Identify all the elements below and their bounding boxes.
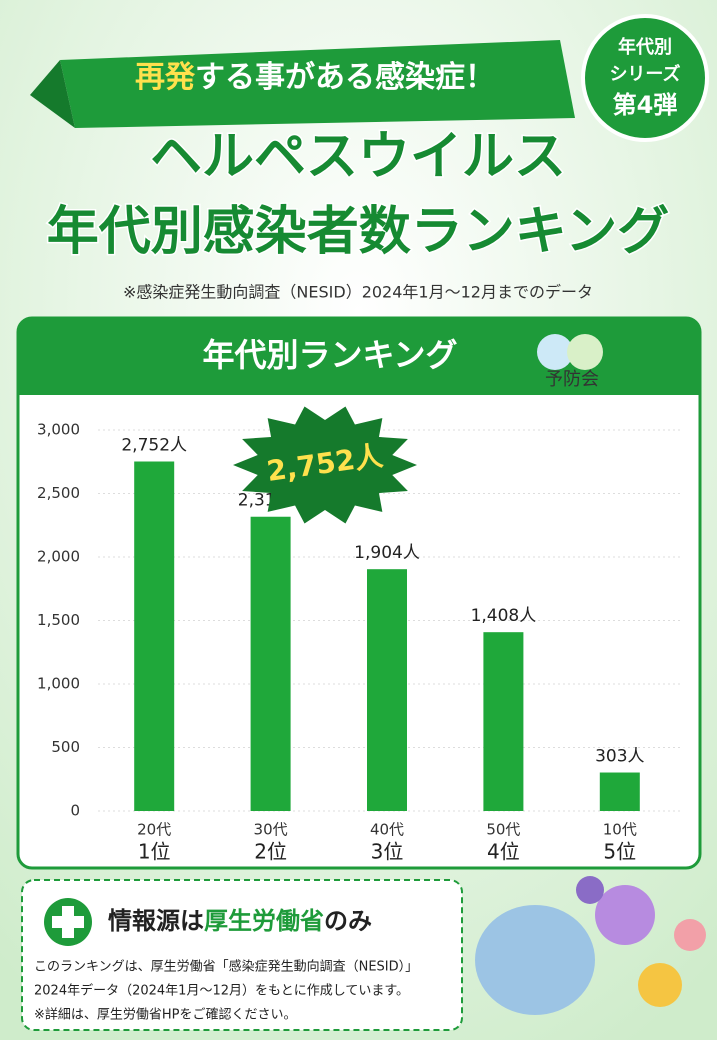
badge xyxy=(581,14,709,142)
logo-mark xyxy=(567,334,603,370)
value-label: 2,752人 xyxy=(121,435,187,455)
x-tick-label: 30代 xyxy=(254,821,288,839)
logo-mark xyxy=(537,334,573,370)
bar xyxy=(483,632,524,811)
bar xyxy=(599,772,640,811)
y-tick-label: 3,000 xyxy=(37,421,80,439)
chart-panel xyxy=(16,316,702,870)
y-tick-label: 2,500 xyxy=(37,484,80,502)
rank-label: 3位 xyxy=(371,840,404,864)
main-title: ヘルペスウイルス xyxy=(150,127,566,187)
badge-line: 第4弾 xyxy=(613,91,678,119)
rank-label: 2位 xyxy=(254,840,287,864)
source-line: ※詳細は、厚生労働省HPをご確認ください。 xyxy=(34,1007,297,1023)
value-label: 303人 xyxy=(595,747,644,767)
rank-label: 5位 xyxy=(603,840,636,864)
source-box xyxy=(21,879,463,1031)
x-tick-label: 10代 xyxy=(603,821,637,839)
badge-line: シリーズ xyxy=(609,63,680,85)
ribbon xyxy=(60,40,575,128)
source-line: 2024年データ（2024年1月〜12月）をもとに作成しています。 xyxy=(34,983,409,999)
badge-line: 年代別 xyxy=(618,36,672,58)
banner: 再発する事がある感染症！ xyxy=(135,60,495,95)
banner-text: する事がある感染症！ xyxy=(195,60,495,95)
x-tick-label: 50代 xyxy=(486,821,520,839)
bar xyxy=(367,569,407,811)
source-title: 情報源は厚生労働省のみ xyxy=(108,907,372,935)
virus xyxy=(576,876,604,904)
banner-highlight: 再発 xyxy=(135,60,196,95)
value-label: 1,904人 xyxy=(354,543,420,563)
logo: 予防会 xyxy=(545,369,599,390)
chart-title: 年代別ランキング xyxy=(202,336,457,374)
value-label: 1,408人 xyxy=(471,606,537,626)
rank-label: 4位 xyxy=(487,840,520,864)
x-tick-label: 40代 xyxy=(370,821,404,839)
y-tick-label: 0 xyxy=(70,802,80,820)
y-tick-label: 2,000 xyxy=(37,548,80,566)
cross xyxy=(52,906,84,938)
y-tick-label: 500 xyxy=(51,738,80,756)
x-tick-label: 20代 xyxy=(137,821,171,839)
y-tick-label: 1,500 xyxy=(37,611,80,629)
note: ※感染症発生動向調査（NESID）2024年1月〜12月までのデータ xyxy=(123,283,593,302)
character xyxy=(475,905,595,1015)
source-line: このランキングは、厚生労働省「感染症発生動向調査（NESID）」 xyxy=(34,959,418,975)
source-title-highlight: 厚生労働省 xyxy=(204,907,324,935)
source-title-post: のみ xyxy=(324,907,372,935)
source-title-pre: 情報源は xyxy=(108,907,204,935)
starburst xyxy=(233,406,417,524)
bar xyxy=(250,516,291,811)
ribbon-tail xyxy=(30,60,75,128)
virus xyxy=(674,919,706,951)
main-title: 年代別感染者数ランキング xyxy=(47,202,669,262)
bar xyxy=(134,461,175,811)
y-tick-label: 1,000 xyxy=(37,675,80,693)
rank-label: 1位 xyxy=(138,840,171,864)
virus xyxy=(638,963,682,1007)
chart-header xyxy=(18,318,700,395)
virus xyxy=(595,885,655,945)
